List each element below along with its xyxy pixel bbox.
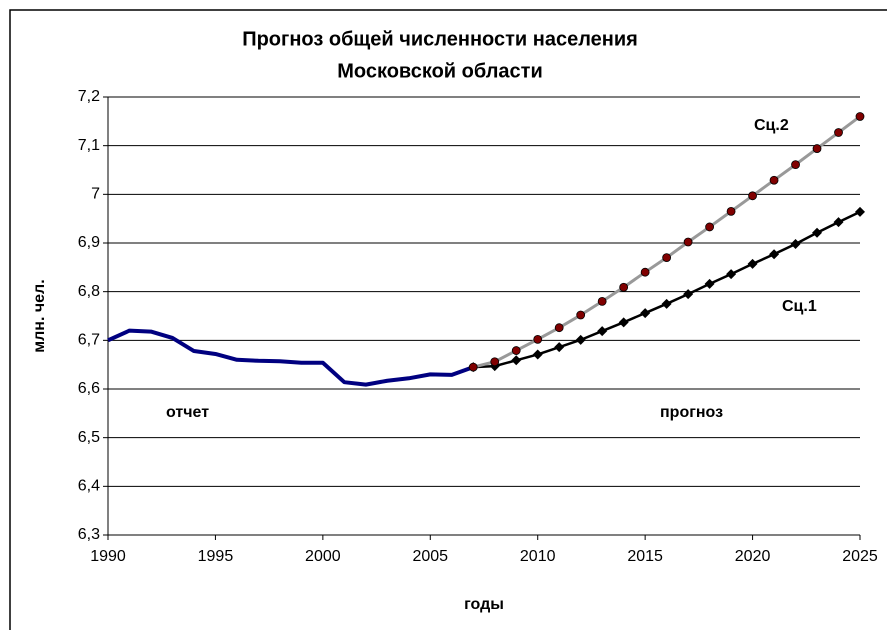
marker: [769, 249, 780, 260]
marker: [619, 282, 629, 292]
chart-title: Московской области: [337, 60, 543, 82]
annotation: отчет: [166, 404, 209, 421]
marker: [468, 362, 478, 372]
marker: [490, 357, 500, 367]
marker: [812, 144, 822, 153]
marker: [790, 238, 801, 249]
x-tick-label: 2005: [412, 548, 448, 565]
x-tick-label: 1995: [198, 548, 234, 565]
marker: [597, 326, 608, 337]
marker: [575, 334, 586, 345]
y-axis-label: млн. чел.: [31, 279, 48, 352]
annotation: Сц.2: [754, 117, 789, 134]
annotation: Сц.1: [782, 298, 817, 315]
line: [107, 328, 474, 387]
marker: [640, 267, 650, 277]
marker: [834, 128, 843, 137]
chart-title: Прогноз общей численности населения: [242, 28, 638, 50]
x-tick-label: 2010: [520, 548, 556, 565]
y-tick-label: 6,6: [78, 380, 100, 397]
marker: [683, 289, 694, 300]
x-tick-label: 2025: [842, 548, 878, 565]
y-tick-label: 7,1: [78, 137, 100, 154]
y-tick-label: 7: [91, 186, 100, 203]
marker: [683, 237, 693, 247]
marker: [791, 160, 800, 170]
marker: [704, 278, 715, 289]
x-tick-label: 2000: [305, 548, 341, 565]
y-tick-label: 6,5: [78, 429, 100, 446]
y-tick-label: 7,2: [78, 88, 100, 105]
marker: [597, 296, 607, 306]
marker: [769, 175, 779, 185]
marker: [747, 258, 758, 269]
y-tick-label: 6,7: [78, 332, 100, 349]
marker: [533, 334, 543, 344]
marker: [640, 308, 651, 319]
marker: [511, 355, 522, 366]
marker: [705, 222, 714, 232]
marker: [833, 217, 844, 228]
y-tick-label: 6,4: [78, 478, 100, 495]
chart-frame: [9, 9, 887, 630]
x-tick-label: 1990: [90, 548, 126, 565]
marker: [855, 112, 865, 121]
marker: [726, 269, 737, 280]
marker: [661, 298, 672, 309]
y-tick-label: 6,9: [78, 234, 100, 251]
marker: [812, 227, 823, 238]
marker: [532, 349, 543, 360]
marker: [511, 346, 521, 355]
x-tick-label: 2020: [735, 548, 771, 565]
marker: [662, 253, 672, 263]
marker: [855, 206, 865, 217]
marker: [554, 342, 565, 353]
annotation: прогноз: [660, 404, 723, 421]
marker: [554, 323, 564, 333]
x-axis-label: годы: [464, 596, 504, 613]
marker: [576, 310, 586, 320]
marker: [726, 206, 736, 216]
y-tick-label: 6,8: [78, 283, 100, 300]
marker: [748, 191, 757, 201]
marker: [618, 317, 629, 328]
x-tick-label: 2015: [627, 548, 663, 565]
y-tick-label: 6,3: [78, 526, 100, 543]
